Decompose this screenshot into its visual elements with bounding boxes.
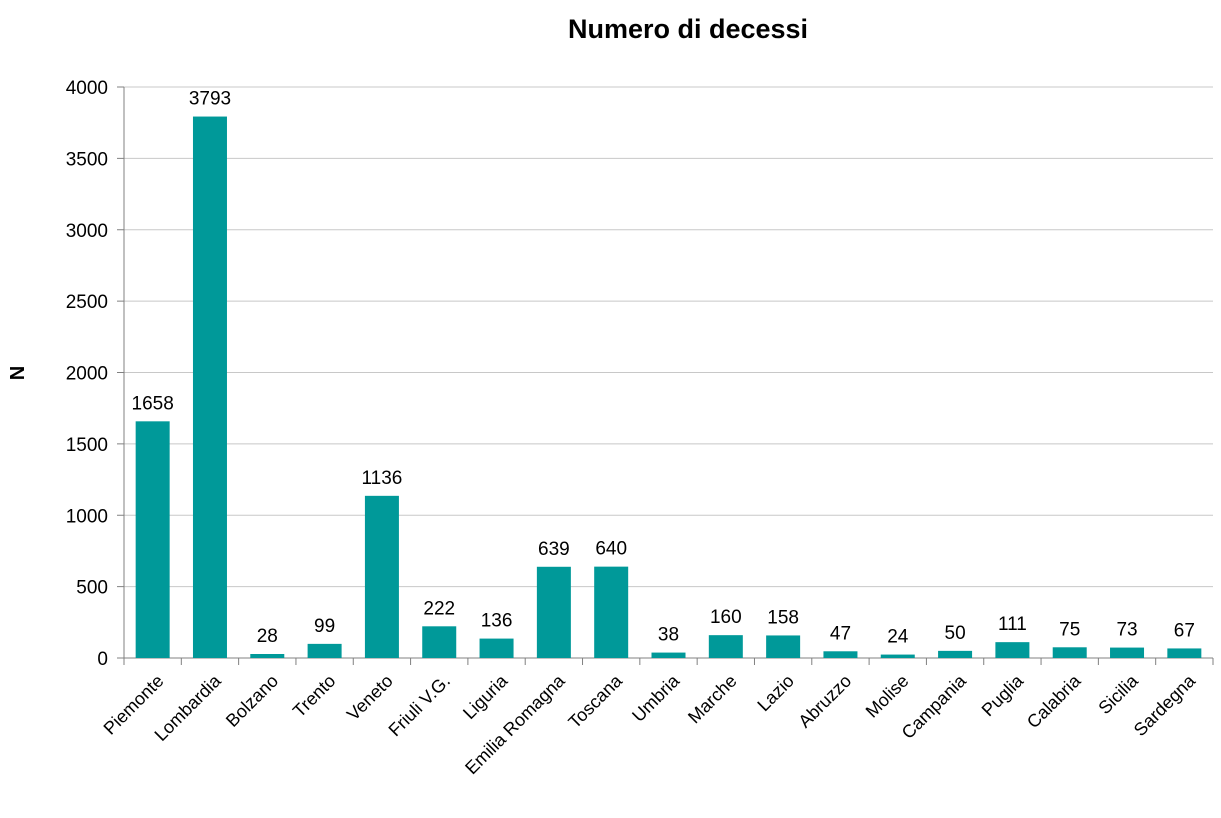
category-label: Sardegna bbox=[1130, 670, 1200, 740]
category-label: Puglia bbox=[978, 670, 1028, 720]
category-label: Veneto bbox=[343, 671, 397, 725]
bar bbox=[995, 642, 1030, 658]
data-label: 639 bbox=[538, 539, 570, 560]
data-label: 75 bbox=[1059, 619, 1080, 640]
bar bbox=[823, 651, 858, 658]
category-label: Umbria bbox=[628, 670, 684, 726]
data-label: 28 bbox=[257, 626, 278, 647]
data-label: 47 bbox=[830, 623, 851, 644]
category-label: Emilia Romagna bbox=[461, 670, 569, 778]
y-tick-label: 2000 bbox=[66, 364, 108, 385]
data-label: 99 bbox=[314, 616, 335, 637]
data-label: 222 bbox=[423, 598, 455, 619]
category-label: Trento bbox=[289, 671, 339, 721]
bar bbox=[1167, 648, 1202, 658]
y-tick-label: 1500 bbox=[66, 435, 108, 456]
bar bbox=[1052, 647, 1087, 658]
data-label: 160 bbox=[710, 607, 742, 628]
data-label: 640 bbox=[595, 539, 627, 560]
y-axis-title: N bbox=[7, 366, 29, 380]
bar bbox=[708, 635, 743, 658]
chart-title: Numero di decessi bbox=[568, 14, 808, 44]
bar bbox=[250, 654, 285, 658]
y-tick-label: 0 bbox=[97, 649, 108, 670]
category-label: Lazio bbox=[753, 671, 798, 716]
category-label: Bolzano bbox=[222, 671, 282, 731]
data-label: 50 bbox=[945, 623, 966, 644]
data-label: 3793 bbox=[189, 89, 231, 110]
data-label: 24 bbox=[887, 627, 909, 648]
bar bbox=[307, 643, 342, 658]
gridlines bbox=[124, 86, 1213, 588]
bar bbox=[651, 652, 686, 658]
data-label: 158 bbox=[767, 607, 799, 628]
data-labels: 1658 3793 28 99 1136 222 136 639 640 38 160 158 47 24… bbox=[132, 89, 1195, 648]
y-tick-label: 4000 bbox=[66, 78, 108, 99]
data-label: 1136 bbox=[361, 468, 402, 489]
bar bbox=[938, 650, 973, 658]
category-label: Marche bbox=[684, 671, 741, 728]
data-label: 67 bbox=[1174, 620, 1195, 641]
bar bbox=[880, 654, 915, 658]
data-label: 1658 bbox=[132, 393, 174, 414]
y-tick-label: 3000 bbox=[66, 221, 108, 242]
y-tick-label: 1000 bbox=[66, 506, 108, 527]
y-tick-label: 3500 bbox=[66, 149, 108, 170]
y-tick-label: 2500 bbox=[66, 292, 108, 313]
bar bbox=[422, 626, 457, 658]
bars bbox=[135, 116, 1202, 658]
category-label: Toscana bbox=[564, 670, 626, 732]
bar bbox=[479, 638, 514, 658]
data-label: 111 bbox=[998, 614, 1027, 635]
category-label: Sicilia bbox=[1094, 670, 1142, 718]
category-label: Calabria bbox=[1023, 670, 1085, 732]
data-label: 73 bbox=[1116, 620, 1137, 641]
category-label: Molise bbox=[862, 671, 913, 722]
bar bbox=[1110, 647, 1145, 658]
bar bbox=[536, 566, 571, 658]
axes: 0 500 1000 1500 2000 2500 3000 3500 4000 bbox=[66, 78, 1214, 670]
category-label: Liguria bbox=[459, 670, 512, 723]
y-tick-label: 500 bbox=[76, 578, 108, 599]
bar bbox=[594, 566, 629, 658]
bar bbox=[192, 116, 227, 658]
data-label: 38 bbox=[658, 625, 679, 646]
bar bbox=[766, 635, 801, 658]
data-label: 136 bbox=[481, 611, 513, 632]
category-label: Friuli V.G. bbox=[385, 671, 455, 741]
bar bbox=[364, 495, 399, 658]
bar bbox=[135, 421, 170, 658]
category-label: Abruzzo bbox=[794, 671, 855, 732]
